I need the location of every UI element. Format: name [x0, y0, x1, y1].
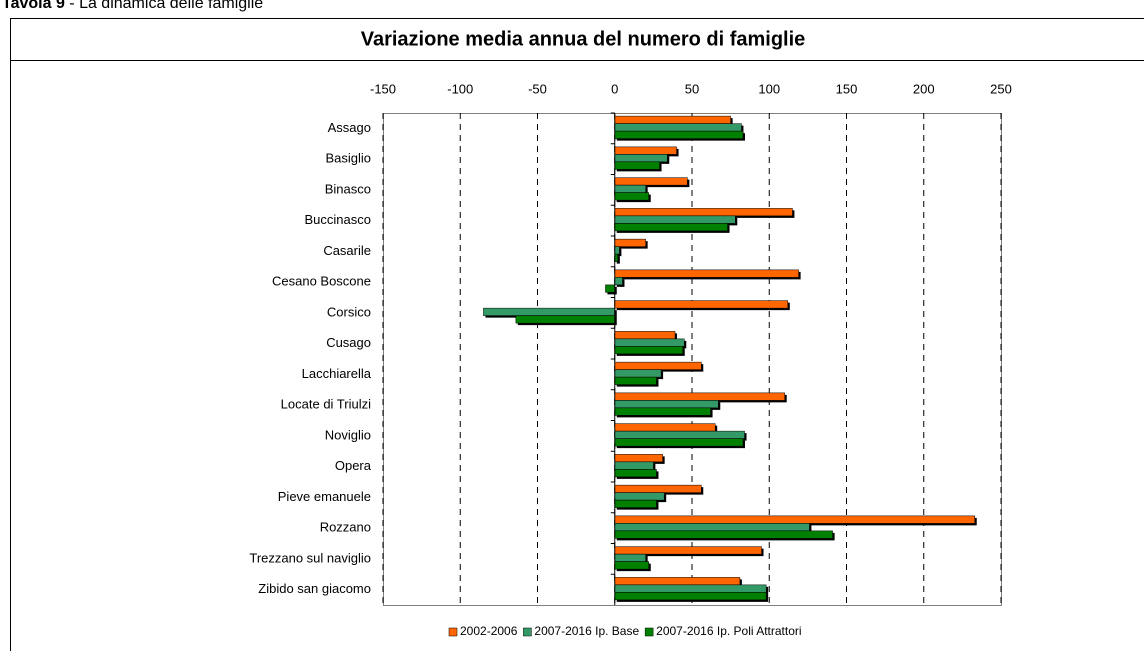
bar — [614, 430, 745, 439]
y-tick-label: Cesano Boscone — [272, 274, 371, 289]
bar — [614, 123, 742, 132]
bar — [614, 361, 702, 370]
y-tick-label: Casarile — [323, 243, 371, 258]
bar — [614, 530, 833, 539]
bar — [614, 238, 646, 247]
bar — [614, 400, 719, 409]
legend-swatch — [644, 627, 654, 637]
bar — [614, 492, 665, 501]
bar — [614, 369, 662, 378]
bar — [483, 307, 615, 316]
x-tick-label: -150 — [370, 81, 396, 96]
bar — [614, 184, 646, 193]
bar — [614, 454, 663, 463]
bar — [614, 115, 731, 124]
y-tick-label: Corsico — [327, 304, 371, 319]
bar — [614, 469, 657, 478]
y-tick-label: Basiglio — [325, 151, 371, 166]
x-tick-label: 0 — [611, 81, 618, 96]
legend-label: 2007-2016 Ip. Base — [534, 624, 639, 638]
bar — [614, 392, 785, 401]
caption-text: - La dinamica delle famiglie — [65, 0, 263, 12]
bar — [614, 423, 716, 432]
y-tick-label: Opera — [335, 458, 372, 473]
bar — [614, 192, 649, 201]
legend-swatch — [448, 627, 458, 637]
bar — [614, 300, 789, 309]
bar — [614, 161, 660, 170]
bar — [614, 461, 654, 470]
bar — [614, 499, 657, 508]
bar — [614, 484, 702, 493]
bar — [614, 338, 685, 347]
bar — [614, 208, 793, 217]
chart-title: Variazione media annua del numero di fam… — [361, 28, 806, 50]
y-tick-label: Cusago — [326, 335, 371, 350]
bar — [614, 215, 736, 224]
x-tick-label: 150 — [836, 81, 858, 96]
bar — [614, 376, 657, 385]
bar — [614, 346, 683, 355]
bar-shadow — [616, 256, 620, 264]
bar — [614, 515, 975, 524]
bar — [614, 146, 677, 155]
legend-label: 2007-2016 Ip. Poli Attrattori — [656, 624, 801, 638]
x-tick-label: 50 — [685, 81, 699, 96]
bar — [614, 523, 810, 532]
y-tick-label: Lacchiarella — [302, 366, 372, 381]
bar — [614, 592, 767, 601]
caption: Tavola 9 - La dinamica delle famiglie — [2, 0, 263, 12]
bar — [614, 269, 799, 278]
bar — [614, 407, 711, 416]
bar — [614, 546, 762, 555]
y-tick-label: Locate di Triulzi — [281, 397, 371, 412]
y-tick-label: Assago — [328, 120, 371, 135]
y-tick-label: Buccinasco — [305, 212, 371, 227]
bar — [614, 577, 741, 586]
y-tick-label: Rozzano — [320, 520, 371, 535]
x-tick-label: -50 — [528, 81, 547, 96]
bar — [614, 584, 767, 593]
bar — [614, 130, 744, 139]
bar — [515, 315, 615, 324]
bar — [614, 438, 744, 447]
bar — [605, 284, 615, 293]
bar — [614, 177, 688, 186]
y-tick-label: Pieve emanuele — [278, 489, 371, 504]
bar — [614, 553, 646, 562]
legend-swatch — [523, 627, 532, 637]
legend-label: 2002-2006 — [460, 624, 518, 638]
x-tick-label: 250 — [990, 81, 1012, 96]
bar — [614, 277, 623, 286]
bar — [614, 223, 728, 232]
caption-label: Tavola 9 — [2, 0, 65, 12]
x-tick-label: 100 — [758, 81, 780, 96]
frame — [10, 18, 1144, 651]
bar — [614, 331, 676, 340]
y-tick-label: Binasco — [325, 181, 371, 196]
x-tick-label: 200 — [913, 81, 935, 96]
bar — [614, 561, 649, 570]
y-tick-label: Zibido san giacomo — [258, 581, 371, 596]
bar — [614, 154, 668, 163]
x-tick-label: -100 — [447, 81, 473, 96]
bar — [614, 246, 620, 255]
y-tick-label: Noviglio — [325, 427, 371, 442]
y-tick-label: Trezzano sul naviglio — [249, 550, 371, 565]
